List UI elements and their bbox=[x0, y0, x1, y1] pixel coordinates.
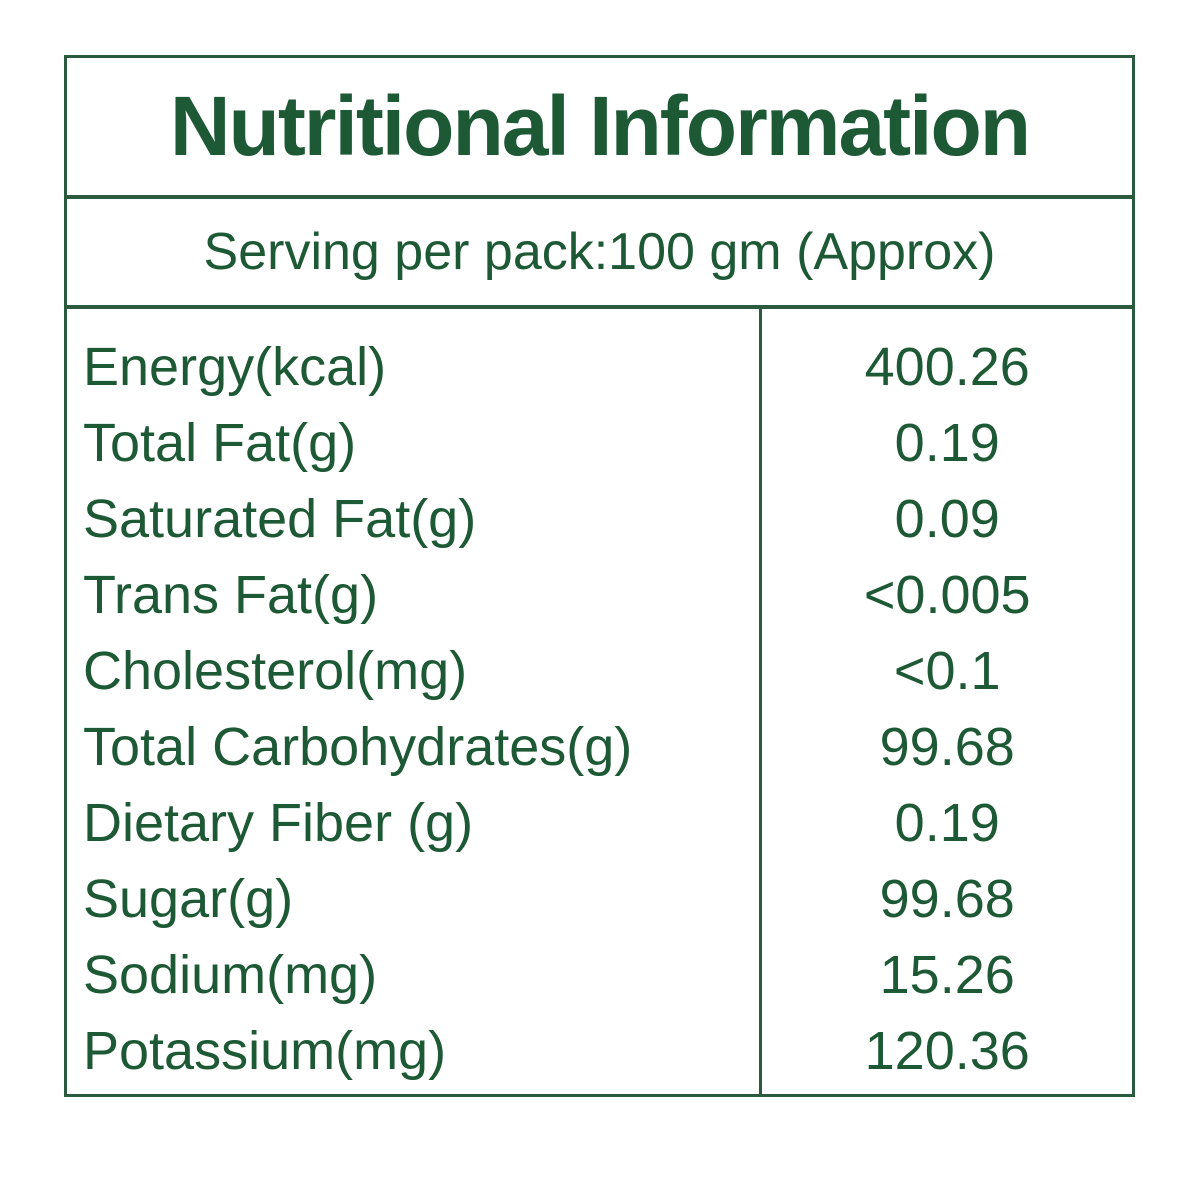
nutrient-label: Saturated Fat(g) bbox=[83, 489, 477, 549]
nutrient-value: 99.68 bbox=[879, 717, 1015, 777]
nutrient-value: 15.26 bbox=[879, 945, 1015, 1005]
nutrient-value: 99.68 bbox=[879, 869, 1015, 929]
nutrition-label-panel: Nutritional Information Serving per pack… bbox=[64, 55, 1135, 1097]
nutrient-label: Total Carbohydrates(g) bbox=[83, 717, 633, 777]
nutrition-table: Energy(kcal) Total Fat(g) Saturated Fat(… bbox=[67, 309, 1132, 1094]
nutrient-label: Potassium(mg) bbox=[83, 1021, 447, 1081]
nutrient-name-column: Energy(kcal) Total Fat(g) Saturated Fat(… bbox=[67, 309, 763, 1094]
nutrient-label: Total Fat(g) bbox=[83, 413, 357, 473]
serving-per-pack-text: Serving per pack:100 gm (Approx) bbox=[203, 223, 996, 281]
nutrient-value: 120.36 bbox=[864, 1021, 1030, 1081]
nutrient-label: Cholesterol(mg) bbox=[83, 641, 468, 701]
nutrient-label: Trans Fat(g) bbox=[83, 565, 379, 625]
serving-section: Serving per pack:100 gm (Approx) bbox=[67, 199, 1132, 309]
nutrient-value-column: 400.26 0.19 0.09 <0.005 <0.1 99.68 0.19 … bbox=[762, 309, 1132, 1094]
nutrient-value: 0.09 bbox=[894, 489, 1000, 549]
nutrient-value: 400.26 bbox=[864, 337, 1030, 397]
page-title: Nutritional Information bbox=[169, 79, 1031, 173]
nutrient-value: 0.19 bbox=[894, 793, 1000, 853]
nutrient-label: Dietary Fiber (g) bbox=[83, 793, 474, 853]
nutrient-value: <0.005 bbox=[863, 565, 1031, 625]
nutrient-label: Sugar(g) bbox=[83, 869, 294, 929]
nutrient-label: Sodium(mg) bbox=[83, 945, 378, 1005]
title-section: Nutritional Information bbox=[67, 58, 1132, 199]
nutrient-value: 0.19 bbox=[894, 413, 1000, 473]
nutrient-value: <0.1 bbox=[893, 641, 1001, 701]
nutrient-label: Energy(kcal) bbox=[83, 337, 387, 397]
